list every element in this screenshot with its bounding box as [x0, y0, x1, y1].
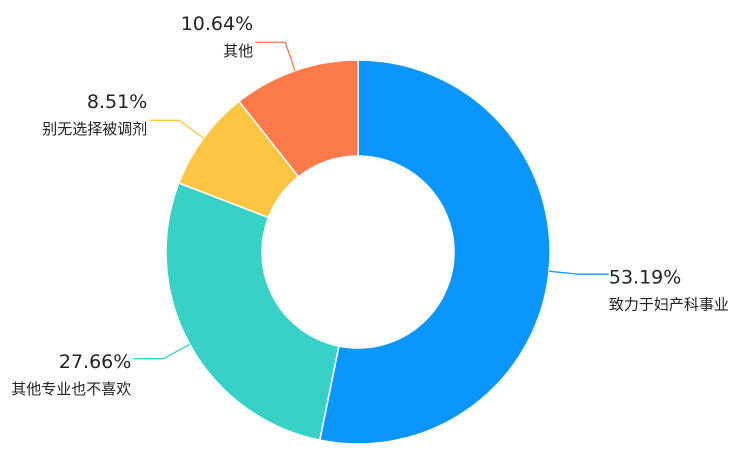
value-label: 8.51%: [87, 91, 147, 113]
category-label: 其他: [223, 42, 253, 60]
leader-line: [133, 343, 190, 360]
value-label: 53.19%: [609, 267, 681, 289]
leader-line: [255, 41, 296, 71]
slice: [237, 59, 359, 178]
value-label: 10.64%: [181, 13, 253, 35]
category-label: 其他专业也不喜欢: [11, 380, 131, 398]
value-label: 27.66%: [59, 351, 131, 373]
slice: [165, 182, 340, 442]
category-label: 别无选择被调剂: [42, 120, 147, 138]
slice: [318, 59, 551, 445]
category-label: 致力于妇产科事业: [609, 296, 729, 314]
leader-line: [149, 119, 204, 139]
leader-line: [548, 270, 609, 275]
